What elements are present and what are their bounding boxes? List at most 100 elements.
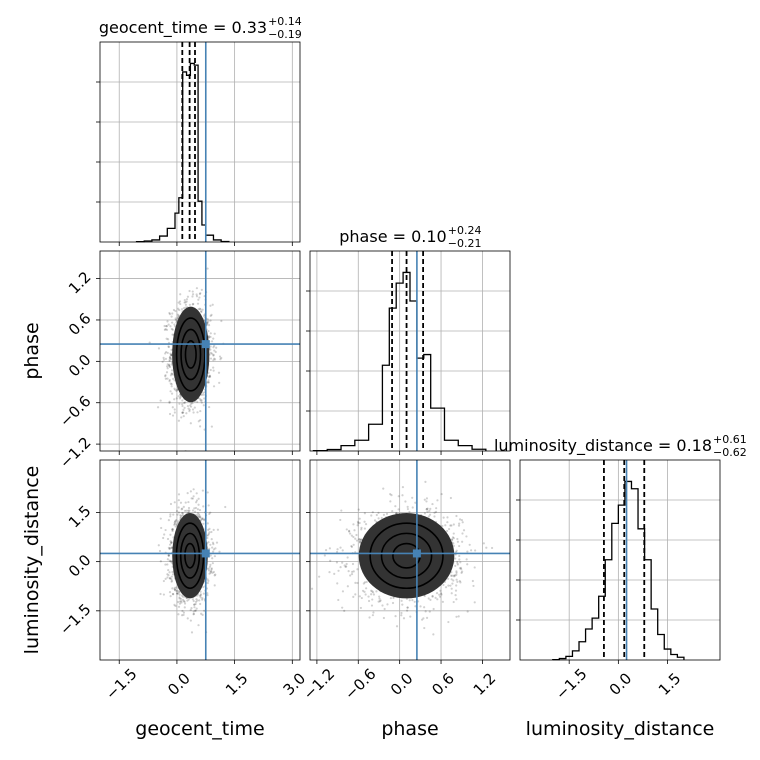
sample-point <box>195 287 199 290</box>
sample-point <box>172 513 175 516</box>
sample-point <box>455 573 458 576</box>
title-minus: −0.21 <box>448 237 482 250</box>
sample-point <box>200 612 203 615</box>
sample-point <box>167 553 170 557</box>
sample-point <box>198 599 201 602</box>
2d-panel-geocent_time-luminosity_distance: −1.5 0.0 1.5 3.0−1.50.01.5 <box>56 459 309 703</box>
sample-point <box>187 407 190 410</box>
sample-point <box>195 598 198 601</box>
sample-point <box>182 307 185 310</box>
sample-point <box>452 542 455 545</box>
sample-point <box>371 590 374 593</box>
sample-point <box>156 406 160 409</box>
sample-point <box>180 601 183 604</box>
sample-point <box>183 509 187 512</box>
sample-point <box>358 521 361 525</box>
sample-point <box>169 513 172 516</box>
sample-point <box>360 526 363 529</box>
sample-point <box>439 592 443 595</box>
sample-point <box>207 504 210 507</box>
title-plus: +0.61 <box>713 433 747 446</box>
sample-point <box>174 520 177 523</box>
sample-point <box>455 570 458 573</box>
sample-point <box>163 324 166 328</box>
sample-point <box>170 541 173 545</box>
sample-point <box>207 330 210 333</box>
sample-point <box>166 367 169 370</box>
sample-point <box>339 546 342 549</box>
sample-point <box>206 522 209 525</box>
sample-point <box>449 584 452 587</box>
sample-point <box>171 414 175 417</box>
sample-point <box>452 544 455 547</box>
sample-point <box>193 507 196 510</box>
sample-point <box>202 585 205 589</box>
sample-point <box>200 517 203 521</box>
sample-point <box>180 508 183 511</box>
contour-line <box>184 339 197 369</box>
sample-point <box>203 609 206 612</box>
sample-point <box>200 399 203 402</box>
sample-point <box>401 486 405 489</box>
sample-point <box>196 302 200 305</box>
sample-point <box>167 323 170 326</box>
sample-point <box>177 511 181 514</box>
x-tick-label: 0.0 <box>387 669 417 699</box>
sample-point <box>375 590 378 593</box>
sample-point <box>202 404 205 407</box>
sample-point <box>178 597 181 600</box>
sample-point <box>186 404 190 408</box>
truth-marker <box>201 340 210 349</box>
sample-point <box>201 308 204 311</box>
sample-point <box>440 593 443 596</box>
sample-point <box>148 341 151 344</box>
sample-point <box>363 527 367 530</box>
sample-point <box>345 562 348 566</box>
sample-point <box>167 345 170 349</box>
sample-point <box>352 543 355 546</box>
sample-point <box>202 393 205 396</box>
sample-point <box>195 607 198 610</box>
sample-point <box>208 335 211 338</box>
sample-point <box>168 543 172 546</box>
sample-point <box>170 577 173 581</box>
sample-point <box>381 604 384 607</box>
sample-point <box>164 375 167 378</box>
sample-point <box>189 404 192 407</box>
sample-point <box>170 369 174 372</box>
sample-point <box>173 521 176 524</box>
sample-point <box>207 379 210 382</box>
sample-point <box>202 522 205 525</box>
sample-point <box>435 592 439 595</box>
sample-point <box>450 524 453 527</box>
sample-point <box>174 604 177 608</box>
sample-point <box>208 405 211 409</box>
sample-point <box>203 397 206 400</box>
sample-point <box>460 518 463 522</box>
sample-point <box>199 308 202 311</box>
sample-point <box>170 385 173 388</box>
sample-point <box>378 595 381 598</box>
sample-point <box>219 358 222 361</box>
sample-point <box>371 614 375 617</box>
sample-point <box>364 593 367 596</box>
sample-point <box>197 298 200 301</box>
sample-point <box>171 592 175 596</box>
sample-point <box>209 345 212 348</box>
sample-point <box>195 513 199 517</box>
sample-point <box>198 508 202 512</box>
sample-point <box>186 295 190 298</box>
sample-point <box>168 559 171 562</box>
sample-point <box>183 401 187 404</box>
sample-point <box>213 358 217 361</box>
sample-point <box>215 541 219 544</box>
sample-point <box>362 582 365 585</box>
sample-point <box>446 521 449 524</box>
sample-point <box>177 493 181 496</box>
sample-point <box>164 377 167 380</box>
sample-point <box>465 535 468 538</box>
sample-point <box>191 290 194 293</box>
sample-point <box>461 521 464 524</box>
sample-point <box>168 364 171 368</box>
